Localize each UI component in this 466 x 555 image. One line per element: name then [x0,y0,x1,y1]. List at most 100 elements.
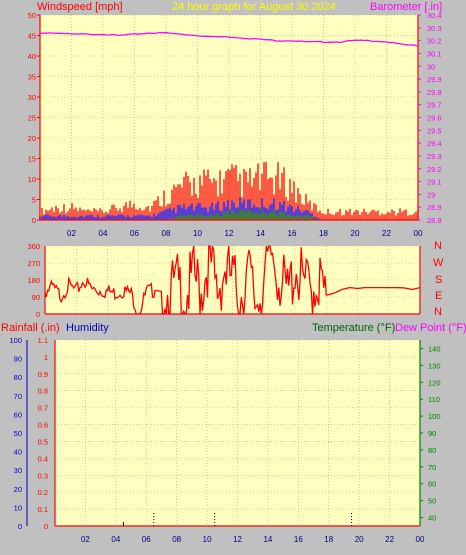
p1-xtick-14: 14 [256,229,265,238]
p3-xtick-08: 08 [172,535,181,544]
humidity-tick-50: 50 [14,429,22,438]
p3-xtick-02: 02 [81,535,90,544]
windspeed-tick-20: 20 [28,134,36,143]
direction-tick-270: 270 [27,259,40,268]
humidity-temperature-panel: 010203040506070809010000.10.20.30.40.50.… [9,336,441,544]
humidity-tick-10: 10 [14,503,22,512]
barometer-tick-5: 29.3 [427,152,442,161]
barometer-tick-12: 30 [427,62,435,71]
temperature-tick-90: 90 [428,429,436,438]
barometer-tick-9: 29.7 [427,101,442,110]
rainfall-tick-5: 0.5 [38,437,48,446]
barometer-tick-11: 29.9 [427,75,442,84]
rainfall-tick-3: 0.3 [38,471,48,480]
temperature-tick-80: 80 [428,446,436,455]
windspeed-tick-25: 25 [28,114,36,123]
rainfall-axis-label: Rainfall (.in) [1,322,60,334]
p3-xtick-22: 22 [385,535,394,544]
temperature-tick-70: 70 [428,463,436,472]
compass-label-w: W [433,257,444,269]
windspeed-tick-10: 10 [28,175,36,184]
wind-direction-line [44,245,421,315]
p1-xtick-20: 20 [351,229,360,238]
temperature-axis-label: Temperature (°F) [312,322,395,334]
rainfall-tick-7: 0.7 [38,404,48,413]
barometer-tick-15: 30.3 [427,24,442,33]
rainfall-tick-4: 0.4 [38,454,48,463]
rainfall-tick-10: 1 [44,353,48,362]
barometer-tick-16: 30.4 [427,11,442,20]
p3-xtick-10: 10 [203,535,212,544]
p3-xtick-04: 04 [111,535,120,544]
temperature-tick-140: 140 [428,344,441,353]
humidity-tick-0: 0 [18,522,22,531]
barometer-tick-10: 29.8 [427,88,442,97]
temperature-tick-50: 50 [428,497,436,506]
p3-xtick-16: 16 [294,535,303,544]
humidity-tick-100: 100 [9,336,22,345]
barometer-tick-4: 29.2 [427,165,442,174]
p3-xtick-14: 14 [263,535,272,544]
p1-xtick-04: 04 [99,229,108,238]
temperature-tick-60: 60 [428,480,436,489]
p3-xtick-00: 00 [416,535,425,544]
rainfall-tick-9: 0.9 [38,370,48,379]
rainfall-tick-8: 0.8 [38,387,48,396]
barometer-tick-6: 29.4 [427,139,442,148]
barometer-axis-label: Barometer [.in] [370,1,442,13]
windspeed-tick-45: 45 [28,32,36,41]
chart-title: 24 hour graph for August 30 2024 [172,1,336,13]
p1-xtick-08: 08 [162,229,171,238]
humidity-tick-90: 90 [14,355,22,364]
direction-tick-180: 180 [27,276,40,285]
windspeed-tick-5: 5 [32,196,36,205]
temperature-tick-110: 110 [428,395,440,404]
barometer-tick-14: 30.2 [427,37,442,46]
barometer-tick-3: 29.1 [427,178,442,187]
barometer-tick-2: 29 [427,190,435,199]
p1-xtick-12: 12 [225,229,234,238]
windspeed-tick-50: 50 [28,11,36,20]
wind-barometer-panel: 0 5 10 15 20 25 30 35 40 45 50 28.8 28.9 29 29.1 29.2 29… [28,11,442,238]
p3-xtick-18: 18 [324,535,333,544]
p1-xtick-22: 22 [382,229,391,238]
barometer-tick-1: 28.9 [427,203,442,212]
p1-xtick-10: 10 [193,229,202,238]
windspeed-tick-35: 35 [28,73,36,82]
humidity-tick-70: 70 [14,392,22,401]
p1-xtick-00: 00 [414,229,423,238]
rainfall-tick-6: 0.6 [38,421,48,430]
windspeed-tick-40: 40 [28,52,36,61]
compass-labels: N W S E N [433,240,444,318]
p1-xtick-02: 02 [67,229,76,238]
humidity-tick-40: 40 [14,448,22,457]
rainfall-tick-0: 0 [44,522,48,531]
compass-label-n-top: N [434,240,442,252]
direction-tick-360: 360 [27,242,40,251]
compass-label-n-bottom: N [434,306,442,318]
humidity-tick-20: 20 [14,485,22,494]
temperature-tick-120: 120 [428,378,441,387]
p3-xtick-12: 12 [233,535,242,544]
rainfall-tick-1: 0.1 [38,505,48,514]
barometer-tick-13: 30.1 [427,49,442,58]
windspeed-tick-0: 0 [32,216,36,225]
rainfall-tick-2: 0.2 [38,488,48,497]
temperature-tick-100: 100 [428,412,441,421]
rainfall-tick-11: 1.1 [38,336,48,345]
barometer-line [39,31,419,47]
windspeed-axis-label: Windspeed [mph] [37,1,123,13]
temperature-tick-40: 40 [428,514,436,523]
p1-xtick-16: 16 [288,229,297,238]
humidity-tick-30: 30 [14,466,22,475]
windspeed-tick-30: 30 [28,93,36,102]
barometer-tick-0: 28.8 [427,216,442,225]
humidity-axis-label: Humidity [66,322,109,334]
p1-xtick-06: 06 [130,229,139,238]
p3-xtick-20: 20 [355,535,364,544]
barometer-tick-7: 29.5 [427,126,442,135]
direction-tick-0: 0 [36,310,40,319]
p1-xtick-18: 18 [319,229,328,238]
humidity-tick-60: 60 [14,410,22,419]
